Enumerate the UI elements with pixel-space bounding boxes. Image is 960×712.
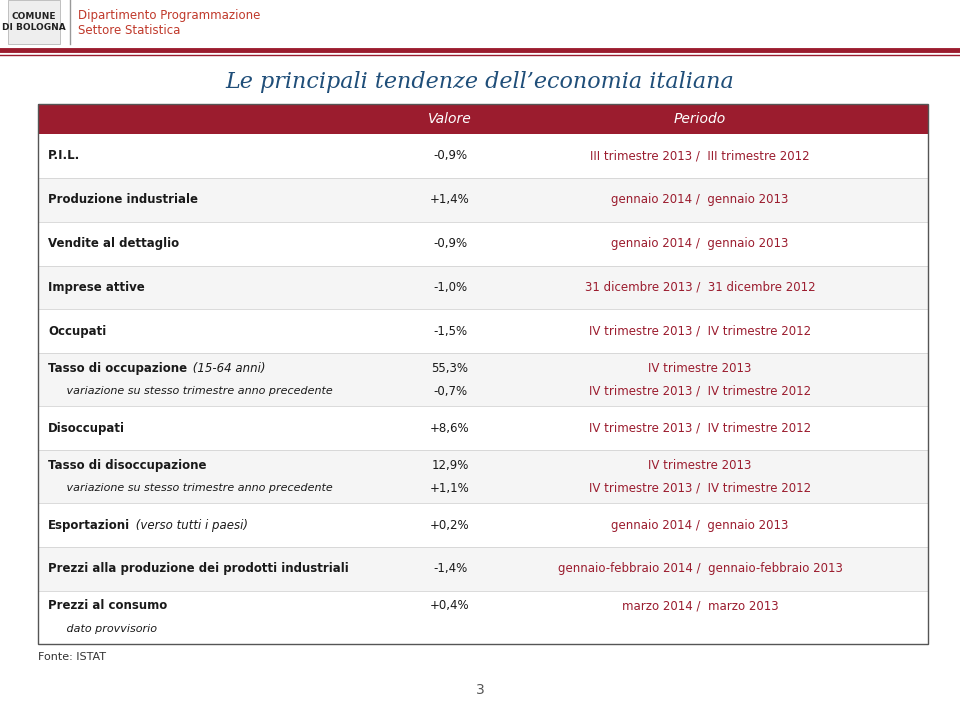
Bar	[38, 450, 928, 503]
Text: -0,7%: -0,7%	[433, 385, 468, 398]
Text: marzo 2014 /  marzo 2013: marzo 2014 / marzo 2013	[622, 600, 779, 612]
Bar	[38, 310, 928, 353]
Bar	[38, 134, 928, 178]
Text: -1,5%: -1,5%	[433, 325, 468, 337]
Text: Vendite al dettaglio: Vendite al dettaglio	[48, 237, 180, 250]
Text: +0,2%: +0,2%	[430, 518, 469, 532]
Text: 3: 3	[475, 683, 485, 697]
Text: -1,0%: -1,0%	[433, 281, 468, 294]
Text: +1,4%: +1,4%	[430, 193, 469, 206]
Bar	[38, 221, 928, 266]
Text: III trimestre 2013 /  III trimestre 2012: III trimestre 2013 / III trimestre 2012	[590, 150, 810, 162]
Text: -0,9%: -0,9%	[433, 150, 468, 162]
Text: -1,4%: -1,4%	[433, 562, 468, 575]
Bar	[38, 547, 928, 591]
Text: Prezzi alla produzione dei prodotti industriali: Prezzi alla produzione dei prodotti indu…	[48, 562, 348, 575]
Text: Fonte: ISTAT: Fonte: ISTAT	[38, 652, 106, 662]
Bar	[38, 178, 928, 221]
Text: gennaio 2014 /  gennaio 2013: gennaio 2014 / gennaio 2013	[612, 193, 789, 206]
Text: gennaio 2014 /  gennaio 2013: gennaio 2014 / gennaio 2013	[612, 237, 789, 250]
Text: +8,6%: +8,6%	[430, 422, 469, 435]
Text: Valore: Valore	[428, 112, 472, 126]
Text: IV trimestre 2013 /  IV trimestre 2012: IV trimestre 2013 / IV trimestre 2012	[588, 385, 811, 398]
Text: IV trimestre 2013: IV trimestre 2013	[648, 362, 752, 375]
Text: gennaio 2014 /  gennaio 2013: gennaio 2014 / gennaio 2013	[612, 518, 789, 532]
Bar	[38, 503, 928, 547]
Text: variazione su stesso trimestre anno precedente: variazione su stesso trimestre anno prec…	[56, 483, 333, 493]
Text: (15-64 anni): (15-64 anni)	[189, 362, 266, 375]
Text: dato provvisorio: dato provvisorio	[56, 624, 157, 634]
Bar	[38, 591, 928, 644]
Text: Prezzi al consumo: Prezzi al consumo	[48, 600, 167, 612]
Text: variazione su stesso trimestre anno precedente: variazione su stesso trimestre anno prec…	[56, 387, 333, 397]
Text: Esportazioni: Esportazioni	[48, 518, 131, 532]
Bar	[38, 353, 928, 407]
Text: gennaio-febbraio 2014 /  gennaio-febbraio 2013: gennaio-febbraio 2014 / gennaio-febbraio…	[558, 562, 843, 575]
Text: Disoccupati: Disoccupati	[48, 422, 125, 435]
Text: Dipartimento Programmazione: Dipartimento Programmazione	[78, 9, 260, 21]
Text: IV trimestre 2013 /  IV trimestre 2012: IV trimestre 2013 / IV trimestre 2012	[588, 325, 811, 337]
Text: -0,9%: -0,9%	[433, 237, 468, 250]
Text: Le principali tendenze dell’economia italiana: Le principali tendenze dell’economia ita…	[226, 71, 734, 93]
Text: Tasso di occupazione: Tasso di occupazione	[48, 362, 187, 375]
Text: 12,9%: 12,9%	[431, 459, 468, 471]
Text: IV trimestre 2013: IV trimestre 2013	[648, 459, 752, 471]
Text: Periodo: Periodo	[674, 112, 726, 126]
Text: Imprese attive: Imprese attive	[48, 281, 145, 294]
Text: +1,1%: +1,1%	[430, 482, 469, 495]
Text: Produzione industriale: Produzione industriale	[48, 193, 198, 206]
Bar	[38, 104, 928, 644]
Text: Tasso di disoccupazione: Tasso di disoccupazione	[48, 459, 206, 471]
Text: COMUNE
DI BOLOGNA: COMUNE DI BOLOGNA	[2, 11, 66, 33]
Text: IV trimestre 2013 /  IV trimestre 2012: IV trimestre 2013 / IV trimestre 2012	[588, 482, 811, 495]
Bar	[8, 0, 60, 44]
Text: +0,4%: +0,4%	[430, 600, 469, 612]
Text: P.I.L.: P.I.L.	[48, 150, 81, 162]
Bar	[38, 266, 928, 310]
Text: 31 dicembre 2013 /  31 dicembre 2012: 31 dicembre 2013 / 31 dicembre 2012	[585, 281, 815, 294]
Text: (verso tutti i paesi): (verso tutti i paesi)	[132, 518, 248, 532]
Text: Occupati: Occupati	[48, 325, 107, 337]
Text: Settore Statistica: Settore Statistica	[78, 23, 180, 36]
Bar	[38, 104, 928, 134]
Text: IV trimestre 2013 /  IV trimestre 2012: IV trimestre 2013 / IV trimestre 2012	[588, 422, 811, 435]
Bar	[38, 407, 928, 450]
Text: 55,3%: 55,3%	[431, 362, 468, 375]
